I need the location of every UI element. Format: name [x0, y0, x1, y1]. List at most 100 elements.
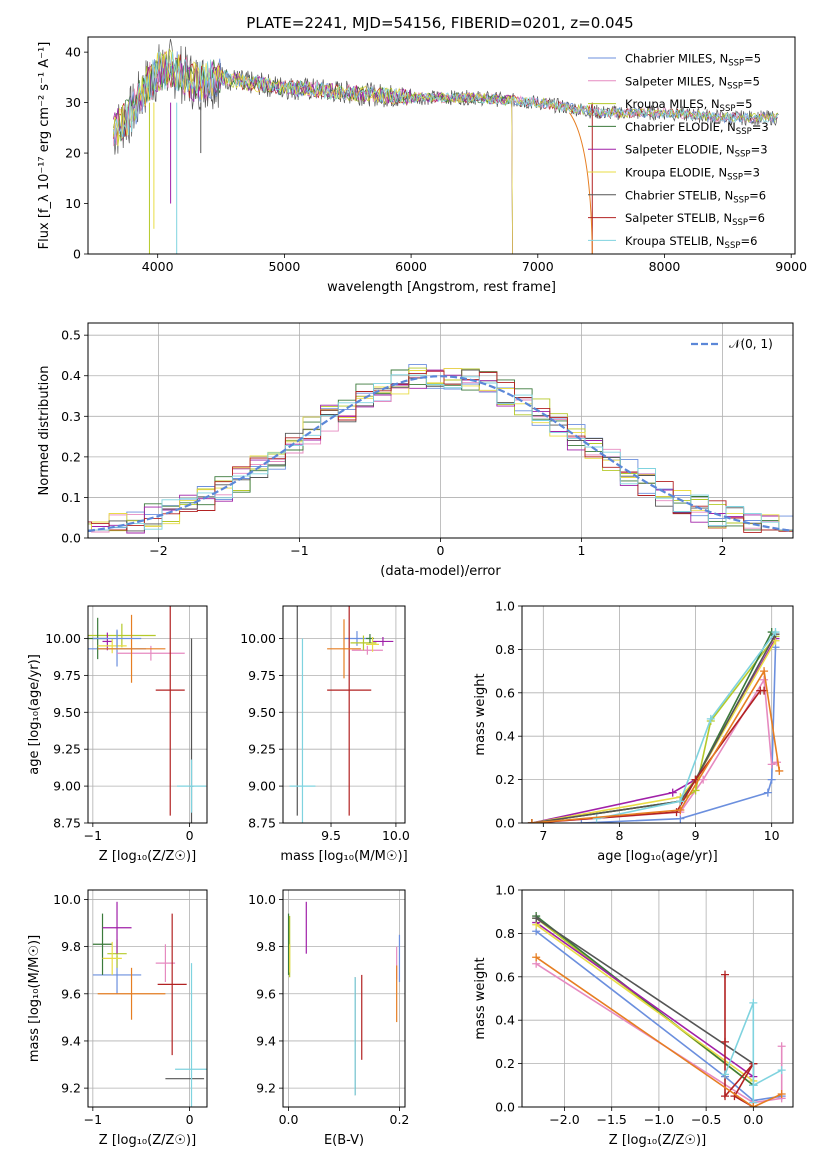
mass_vs_Z-y-tick-label: 10.0 — [53, 892, 81, 907]
mass_weight_vs_Z-plot-area — [532, 912, 786, 1107]
age_vs_mass-x-tick-label: 9.5 — [321, 828, 341, 843]
mass_weight_vs_age-marker — [760, 675, 769, 684]
spectrum-x-axis-label: wavelength [Angstrom, rest frame] — [327, 280, 556, 295]
mass_weight_vs_age-frame — [521, 605, 794, 824]
mass_weight_vs_Z-x-tick-label: −1.0 — [644, 1112, 674, 1127]
mass_weight_vs_Z-y-tick-label: 0.0 — [495, 1100, 515, 1115]
age_vs_Z-y-tick-label: 8.75 — [53, 816, 81, 831]
residuals-y-axis-label: Normed distribution — [37, 366, 52, 496]
age_vs_Z-y-tick-label: 9.00 — [53, 779, 81, 794]
age_vs_mass-y-tick-label: 9.00 — [248, 779, 276, 794]
age_vs_mass-y-tick-label: 10.00 — [240, 631, 276, 646]
mass_weight_vs_Z-marker — [532, 914, 541, 923]
mass_weight_vs_age-series-line — [531, 638, 777, 823]
mass_vs_ebv-frame — [282, 889, 406, 1108]
residuals-y-tick-label: 0.1 — [61, 490, 81, 505]
residual-histogram — [88, 370, 793, 533]
residuals-x-tick-label: 2 — [719, 543, 727, 558]
figure-title: PLATE=2241, MJD=54156, FIBERID=0201, z=0… — [246, 14, 633, 32]
mass_weight_vs_age-x-tick-label: 9 — [692, 828, 700, 843]
mass_weight_vs_age-marker — [775, 766, 784, 775]
mass-weight-vs-age-panel: 7 8 9 10 0.0 0.2 0.4 0.6 0.8 1.0 age [log₁₀(age/yr… — [473, 599, 794, 864]
age-vs-mass-panel: 9.5 10.0 8.75 9.00 9.25 9.50 9.75 10.00 mass [lo… — [240, 605, 410, 864]
residuals-y-tick-label: 0.2 — [61, 449, 81, 464]
mass_weight_vs_Z-series-line — [724, 974, 754, 1107]
spectrum-y-tick-label: 30 — [65, 95, 81, 110]
mass_weight_vs_Z-x-axis-label: Z [log₁₀(Z/Z☉)] — [609, 1133, 706, 1148]
mass_vs_ebv-y-tick-label: 9.2 — [256, 1081, 276, 1096]
mass_weight_vs_Z-marker — [749, 1103, 758, 1107]
mass_vs_Z-y-tick-label: 9.2 — [61, 1081, 81, 1096]
mass_weight_vs_age-marker — [767, 775, 776, 784]
mass_vs_Z-y-tick-label: 9.4 — [61, 1033, 81, 1048]
mass_weight_vs_age-x-tick-label: 7 — [539, 828, 547, 843]
legend-label-main: Salpeter MILES, N — [625, 74, 727, 88]
legend-label-main: Chabrier STELIB, N — [625, 188, 733, 202]
legend-label-sub: SSP — [728, 59, 744, 69]
mass_weight_vs_age-marker — [699, 775, 708, 784]
age_vs_Z-y-axis-label: age [log₁₀(age/yr)] — [27, 654, 42, 775]
mass_weight_vs_Z-marker — [777, 1066, 786, 1075]
spectrum-x-tick-label: 9000 — [775, 259, 807, 274]
mass_weight_vs_Z-x-tick-label: −0.5 — [691, 1112, 721, 1127]
mass_weight_vs_age-series-line — [531, 640, 777, 823]
mass_vs_ebv-y-tick-label: 9.4 — [256, 1033, 276, 1048]
gaussian-legend-label: 𝒩(0, 1) — [729, 337, 773, 351]
mass_vs_ebv-x-tick-label: 0.0 — [279, 1112, 299, 1127]
mass_vs_Z-y-tick-label: 9.6 — [61, 986, 81, 1001]
mass_vs_ebv-y-tick-label: 10.0 — [248, 892, 276, 907]
residuals-x-tick-label: 1 — [578, 543, 586, 558]
legend-label-tail: =6 — [748, 211, 765, 225]
age_vs_Z-y-tick-label: 9.25 — [53, 742, 81, 757]
age_vs_Z-y-tick-label: 9.50 — [53, 705, 81, 720]
residuals-panel: −2 −1 0 1 2 0.0 0.1 0.2 0.3 0.4 0.5 (data-model)/er… — [37, 322, 794, 579]
spectrum-y-tick-label: 20 — [65, 146, 81, 161]
mass_weight_vs_age-y-tick-label: 0.6 — [495, 685, 515, 700]
legend-label: Salpeter STELIB, NSSP=6 — [625, 211, 765, 228]
mass_weight_vs_age-marker — [763, 788, 772, 797]
legend-label-sub: SSP — [727, 81, 743, 91]
legend-label-tail: =3 — [752, 120, 769, 134]
gaussian-curve — [88, 375, 793, 532]
residuals-x-axis-label: (data-model)/error — [380, 564, 501, 579]
spectrum-orange-drop — [569, 112, 593, 254]
legend-label: Kroupa ELODIE, NSSP=3 — [625, 166, 760, 183]
mass_weight_vs_age-x-tick-label: 8 — [615, 828, 623, 843]
mass_weight_vs_Z-x-tick-label: 0.0 — [743, 1112, 763, 1127]
legend-label-sub: SSP — [720, 104, 736, 114]
mass_vs_ebv-x-tick-label: 0.2 — [390, 1112, 410, 1127]
mass_weight_vs_age-y-tick-label: 1.0 — [495, 599, 515, 614]
mass_weight_vs_age-marker — [760, 667, 769, 676]
mass_vs_Z-plot-area — [92, 901, 207, 1107]
mass_weight_vs_age-marker — [676, 805, 685, 814]
spectrum-x-tick-label: 5000 — [268, 259, 300, 274]
legend-label: Chabrier STELIB, NSSP=6 — [625, 188, 766, 205]
mass_vs_Z-frame — [87, 889, 208, 1108]
legend-label-tail: =6 — [749, 188, 766, 202]
legend-label-sub: SSP — [732, 218, 748, 228]
age_vs_Z-x-tick-label: 0 — [186, 828, 194, 843]
residuals-y-tick-label: 0.0 — [61, 531, 81, 546]
mass-vs-z-panel: −1 0 9.2 9.4 9.6 9.8 10.0 Z [log₁₀(Z/Z☉)] mass [… — [27, 889, 208, 1148]
residuals-x-tick-label: −1 — [290, 543, 308, 558]
mass_weight_vs_Z-marker — [721, 1037, 730, 1046]
mass_vs_Z-x-tick-label: −1 — [84, 1112, 102, 1127]
mass_weight_vs_age-x-axis-label: age [log₁₀(age/yr)] — [597, 849, 718, 864]
mass_weight_vs_age-y-tick-label: 0.2 — [495, 772, 515, 787]
age_vs_Z-y-tick-label: 9.75 — [53, 668, 81, 683]
mass_weight_vs_Z-y-tick-label: 0.4 — [495, 1013, 515, 1028]
mass_weight_vs_Z-marker — [777, 1042, 786, 1051]
legend-label-main: Chabrier MILES, N — [625, 52, 728, 66]
age_vs_Z-frame — [87, 605, 208, 824]
mass_weight_vs_age-marker — [527, 819, 536, 823]
mass_weight_vs_age-y-tick-label: 0.0 — [495, 816, 515, 831]
legend-label-tail: =5 — [744, 52, 761, 66]
age_vs_Z-x-tick-label: −1 — [84, 828, 102, 843]
legend-label-sub: SSP — [733, 195, 749, 205]
mass_vs_Z-y-tick-label: 9.8 — [61, 939, 81, 954]
mass_weight_vs_age-series-line — [596, 631, 777, 820]
mass-vs-ebv-panel: 0.0 0.2 9.2 9.4 9.6 9.8 10.0 E(B-V) — [248, 889, 410, 1148]
spectrum-x-tick-label: 6000 — [395, 259, 427, 274]
mass_weight_vs_Z-y-axis-label: mass weight — [473, 957, 488, 1039]
